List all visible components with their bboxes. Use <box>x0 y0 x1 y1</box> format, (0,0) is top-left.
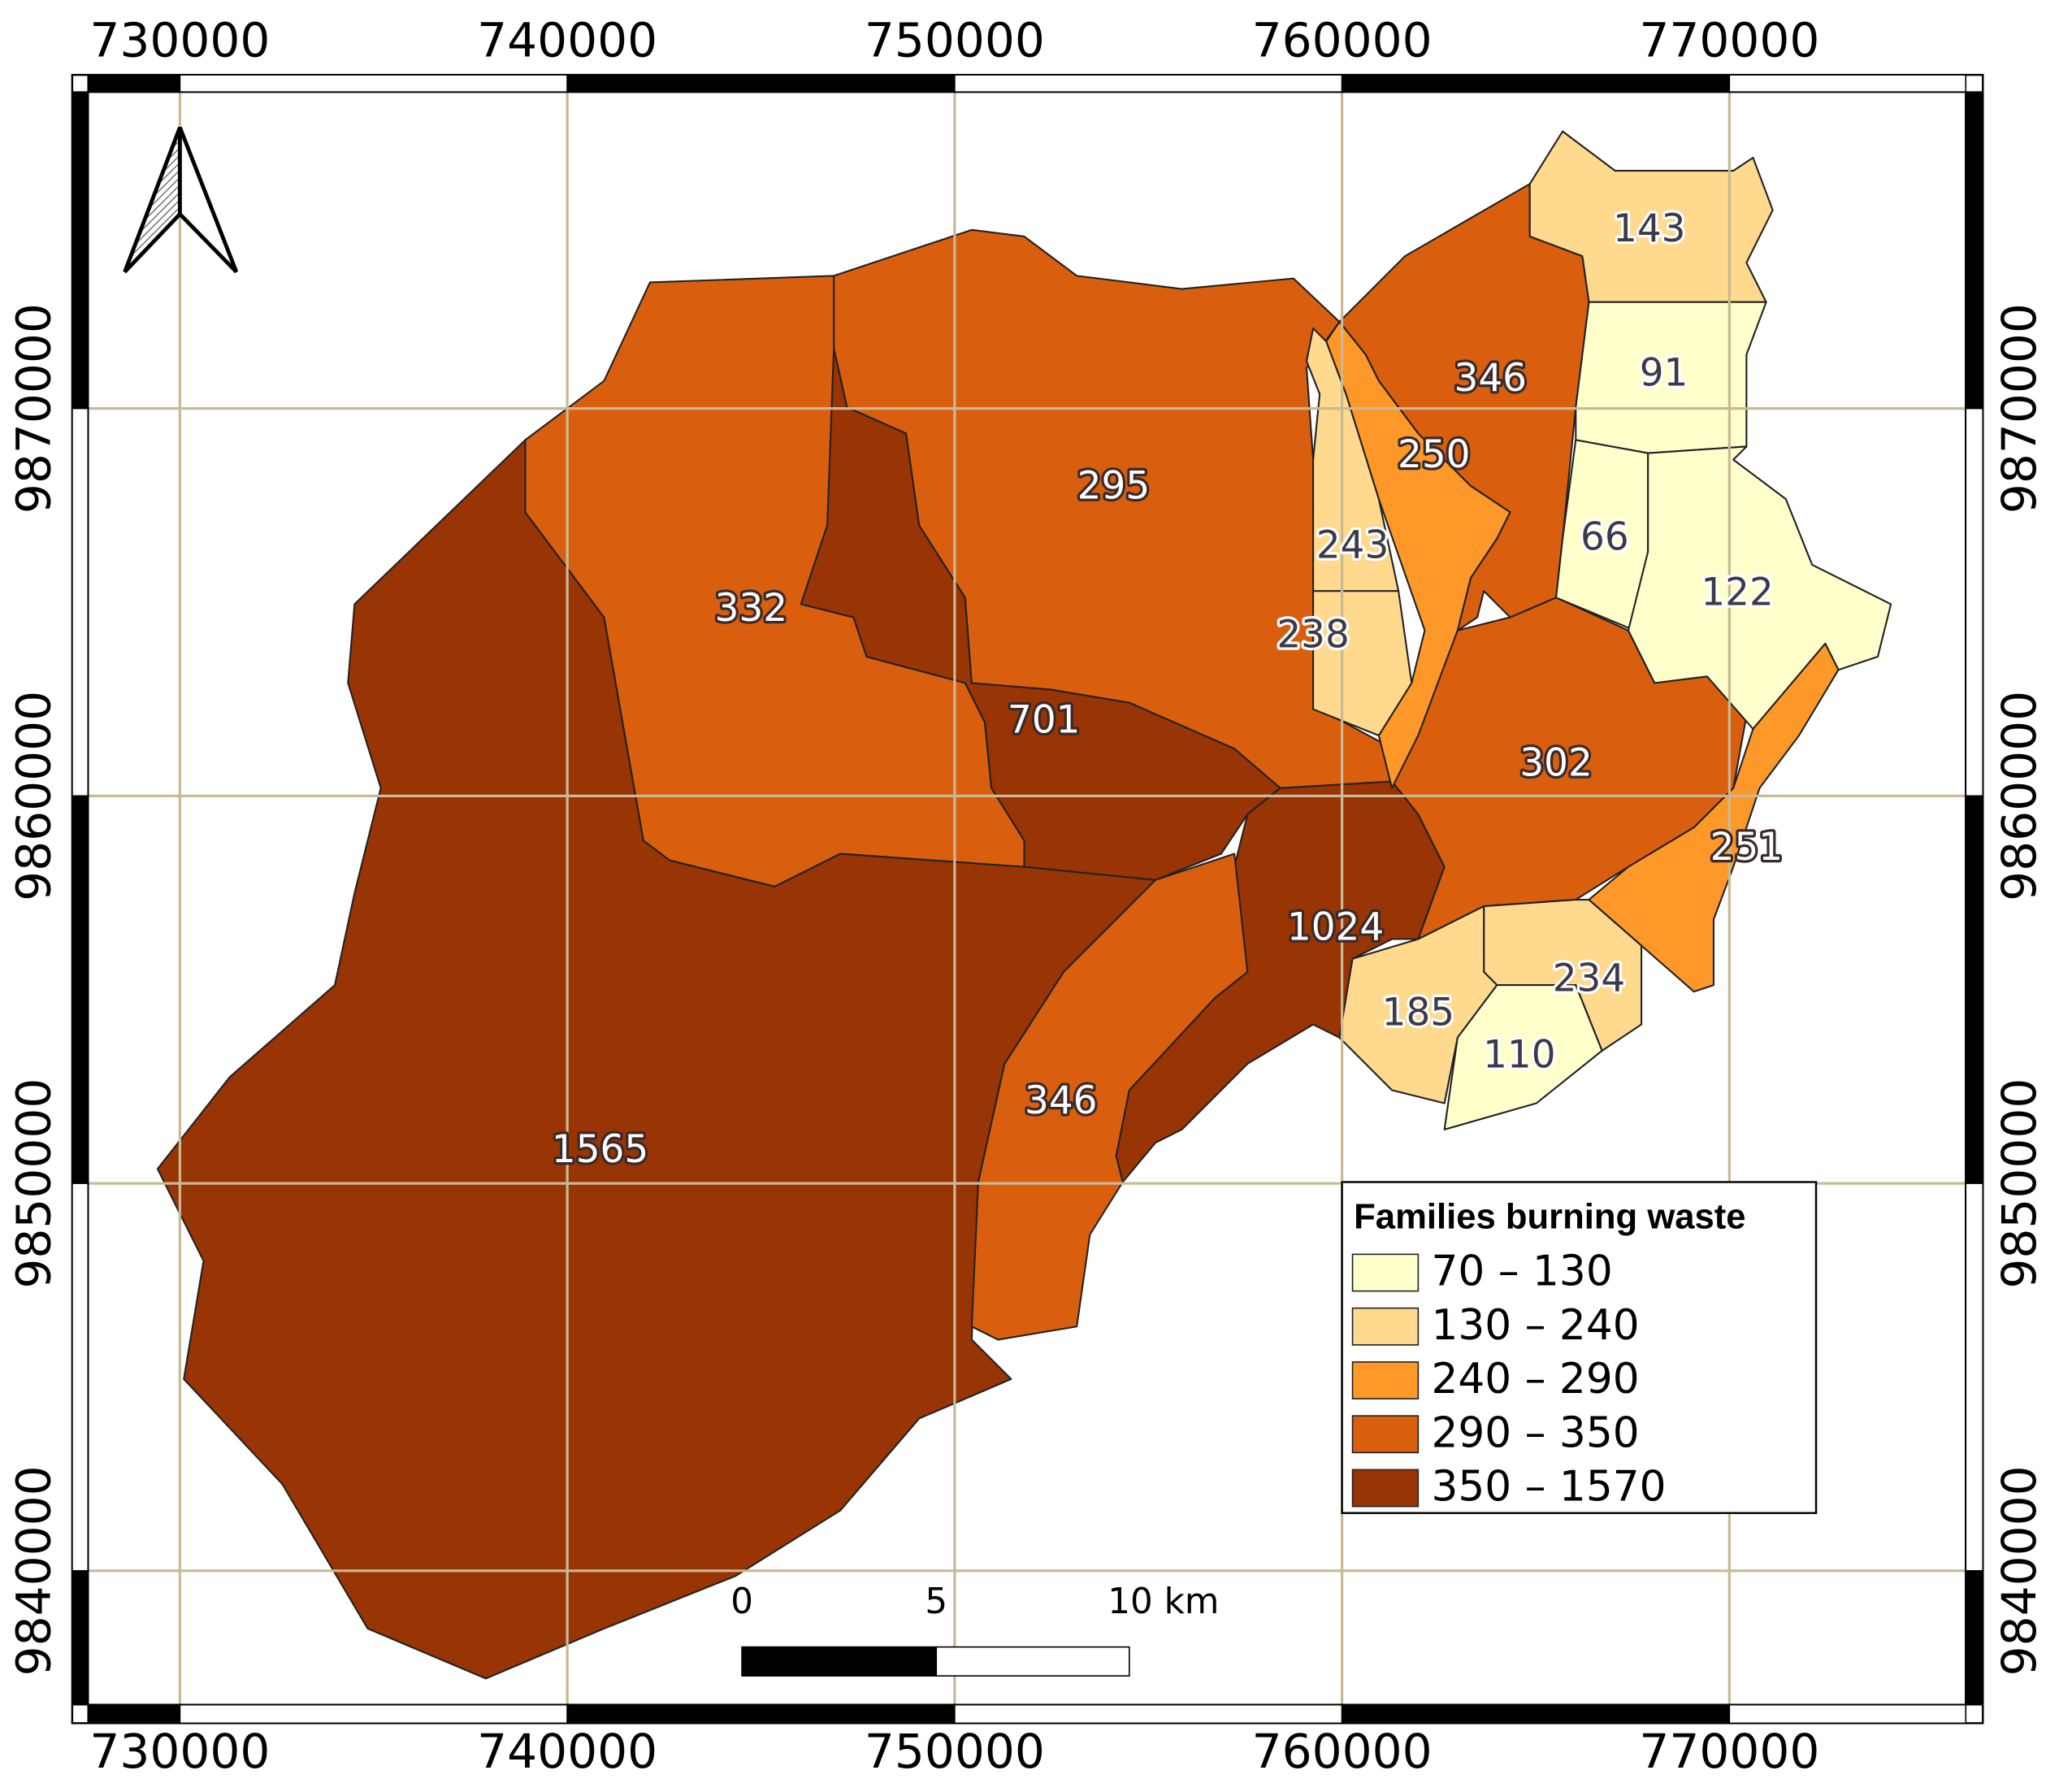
y-tick-label: 9860000 <box>1992 691 2047 901</box>
x-tick-label: 750000 <box>865 1724 1045 1779</box>
y-tick-label: 9840000 <box>6 1465 61 1676</box>
legend-box <box>1341 1181 1818 1514</box>
region-label: 1565 <box>552 1128 648 1172</box>
region-label: 346 <box>1025 1079 1097 1123</box>
region-label: 701 <box>1008 698 1080 742</box>
x-tick-label: 730000 <box>89 1724 270 1779</box>
region-labels: 1565 332 701 295 1024 346 302 346 250 243 238 143 91… <box>549 205 1786 1174</box>
region-label: 238 <box>1277 613 1349 657</box>
region-label: 234 <box>1553 957 1625 1001</box>
frame-segment <box>1728 1703 1967 1725</box>
region-label: 250 <box>1398 433 1470 477</box>
frame-segment <box>1965 407 1984 797</box>
region-label: 243 <box>1316 523 1389 567</box>
legend-label: 350 – 1570 <box>1432 1463 1667 1512</box>
legend-swatch <box>1351 1415 1420 1454</box>
region <box>1312 590 1413 737</box>
frame-segment <box>1965 795 1984 1184</box>
scale-segment <box>741 1646 938 1677</box>
y-tick-label: 9870000 <box>6 303 61 514</box>
y-tick-label: 9860000 <box>6 691 61 901</box>
frame-segment <box>1341 1703 1731 1725</box>
frame-segment <box>566 1703 956 1725</box>
frame-segment <box>72 795 89 1184</box>
scale-label: 5 <box>925 1582 947 1622</box>
frame-segment <box>179 1703 568 1725</box>
x-tick-label: 770000 <box>1639 1724 1819 1779</box>
frame-segment <box>72 407 89 797</box>
legend-title: Families burning waste <box>1354 1197 1745 1236</box>
legend-swatch <box>1351 1307 1420 1346</box>
region-label: 110 <box>1483 1033 1555 1077</box>
region-label: 295 <box>1077 465 1150 509</box>
frame-segment <box>87 1703 181 1725</box>
scale-label: 0 <box>730 1582 753 1622</box>
region-label: 91 <box>1640 352 1688 396</box>
y-tick-label: 9850000 <box>6 1078 61 1289</box>
region-label: 66 <box>1580 516 1629 560</box>
scale-label: 10 km <box>1108 1582 1219 1622</box>
regions <box>156 130 1892 1680</box>
north-arrow-right <box>177 126 239 274</box>
region-label: 251 <box>1710 826 1783 870</box>
region-label: 1024 <box>1287 906 1384 950</box>
legend-label: 240 – 290 <box>1432 1355 1640 1404</box>
region-label: 122 <box>1701 571 1773 615</box>
y-tick-label: 9870000 <box>1992 303 2047 514</box>
frame-segment <box>1965 91 1984 410</box>
legend-swatch <box>1351 1253 1420 1292</box>
y-tick-label: 9840000 <box>1992 1465 2047 1676</box>
y-tick-label: 9850000 <box>1992 1078 2047 1289</box>
legend-swatch <box>1351 1361 1420 1399</box>
legend-label: 290 – 350 <box>1432 1408 1640 1457</box>
x-tick-label: 750000 <box>865 12 1045 67</box>
frame-segment <box>954 74 1343 93</box>
legend-label: 130 – 240 <box>1432 1301 1640 1350</box>
region <box>1305 327 1400 592</box>
region <box>970 853 1249 1341</box>
x-tick-label: 760000 <box>1252 12 1433 67</box>
frame-segment <box>1965 1570 1984 1706</box>
x-tick-label: 770000 <box>1639 12 1819 67</box>
x-tick-label: 740000 <box>477 12 657 67</box>
frame-segment <box>1341 74 1731 93</box>
scale-segment <box>935 1646 1130 1677</box>
legend-label: 70 – 130 <box>1432 1247 1613 1296</box>
x-tick-label: 730000 <box>89 12 270 67</box>
scale-bar: 0 5 10 km <box>730 1582 1219 1677</box>
region <box>1443 984 1603 1130</box>
north-arrow <box>123 126 239 274</box>
frame: 730000 730000 740000 740000 750000 750000 7600… <box>6 12 2047 1779</box>
region-label: 332 <box>715 587 787 631</box>
region-label: 143 <box>1613 207 1685 251</box>
region <box>1588 642 1840 993</box>
frame-segment <box>179 74 568 93</box>
frame-segment <box>72 1570 89 1706</box>
region-label: 302 <box>1519 742 1592 786</box>
region-label: 185 <box>1382 991 1454 1035</box>
frame-segment <box>1728 74 1967 93</box>
frame-segment <box>87 74 181 93</box>
legend-swatch <box>1351 1469 1420 1508</box>
legend: Families burning waste 70 – 130 130 – 240… <box>1341 1181 1818 1514</box>
frame-segment <box>566 74 956 93</box>
grid <box>88 92 1966 1705</box>
frame-segment <box>1965 1182 1984 1572</box>
frame-segment <box>954 1703 1343 1725</box>
region <box>1338 905 1498 1104</box>
x-tick-label: 760000 <box>1252 1724 1433 1779</box>
frame-segment <box>72 1182 89 1572</box>
x-tick-label: 740000 <box>477 1724 657 1779</box>
region <box>1528 130 1774 303</box>
frame-segment <box>72 91 89 410</box>
region-label: 346 <box>1454 357 1527 401</box>
